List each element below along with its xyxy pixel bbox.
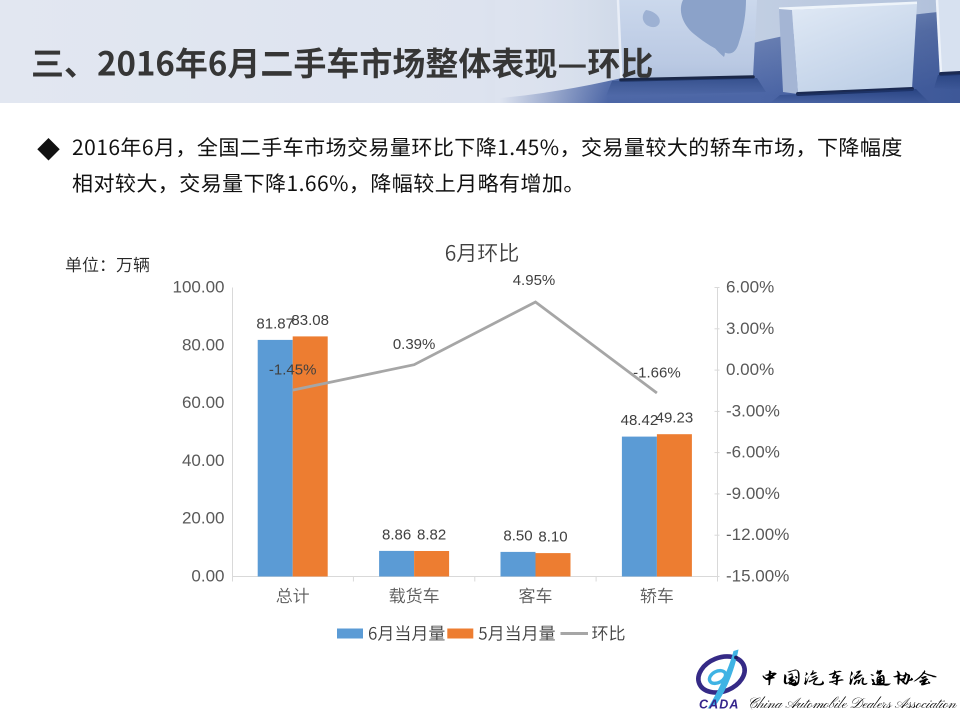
svg-text:-6.00%: -6.00% <box>726 443 780 462</box>
svg-text:◆: ◆ <box>37 131 60 165</box>
svg-text:相对较大，交易量下降1.66%，降幅较上月略有增加。: 相对较大，交易量下降1.66%，降幅较上月略有增加。 <box>72 168 585 198</box>
svg-text:-15.00%: -15.00% <box>726 567 789 586</box>
svg-text:8.86: 8.86 <box>382 526 411 543</box>
svg-text:49.23: 49.23 <box>656 410 694 427</box>
svg-text:8.50: 8.50 <box>503 527 532 544</box>
svg-text:4.95%: 4.95% <box>513 272 556 289</box>
svg-text:CADA: CADA <box>699 698 740 712</box>
svg-text:China Automobile Dealers Assoc: China Automobile Dealers Association <box>748 695 958 714</box>
svg-text:83.08: 83.08 <box>291 312 329 329</box>
svg-text:8.82: 8.82 <box>417 527 446 544</box>
svg-text:单位：万辆: 单位：万辆 <box>65 251 150 276</box>
svg-text:-1.66%: -1.66% <box>633 364 681 381</box>
svg-text:0.00%: 0.00% <box>726 360 774 379</box>
svg-text:总计: 总计 <box>276 582 310 607</box>
svg-text:6月当月量: 6月当月量 <box>368 620 445 645</box>
svg-text:6月环比: 6月环比 <box>445 238 520 268</box>
svg-text:40.00: 40.00 <box>182 451 225 470</box>
svg-text:0.39%: 0.39% <box>393 336 436 353</box>
svg-text:8.10: 8.10 <box>538 529 567 546</box>
svg-text:三、2016年6月二手车市场整体表现—环比: 三、2016年6月二手车市场整体表现—环比 <box>31 38 653 86</box>
svg-text:20.00: 20.00 <box>182 509 225 528</box>
svg-text:0.00: 0.00 <box>191 567 224 586</box>
svg-text:6.00%: 6.00% <box>726 278 774 297</box>
svg-text:2016年6月，全国二手车市场交易量环比下降1.45%，交易: 2016年6月，全国二手车市场交易量环比下降1.45%，交易量较大的轿车市场，下… <box>72 132 903 162</box>
svg-text:中国汽车流通协会: 中国汽车流通协会 <box>759 669 939 688</box>
svg-text:-1.45%: -1.45% <box>269 362 317 379</box>
svg-text:客车: 客车 <box>519 582 553 607</box>
svg-text:3.00%: 3.00% <box>726 319 774 338</box>
svg-text:环比: 环比 <box>592 620 626 645</box>
svg-text:-9.00%: -9.00% <box>726 484 780 503</box>
svg-text:48.42: 48.42 <box>621 412 659 429</box>
svg-text:5月当月量: 5月当月量 <box>478 620 555 645</box>
svg-text:81.87: 81.87 <box>256 315 294 332</box>
svg-text:-12.00%: -12.00% <box>726 525 789 544</box>
svg-text:80.00: 80.00 <box>182 335 225 354</box>
svg-text:60.00: 60.00 <box>182 393 225 412</box>
svg-text:100.00: 100.00 <box>173 278 225 297</box>
svg-text:-3.00%: -3.00% <box>726 401 780 420</box>
svg-text:轿车: 轿车 <box>640 582 674 607</box>
svg-text:载货车: 载货车 <box>389 582 440 607</box>
